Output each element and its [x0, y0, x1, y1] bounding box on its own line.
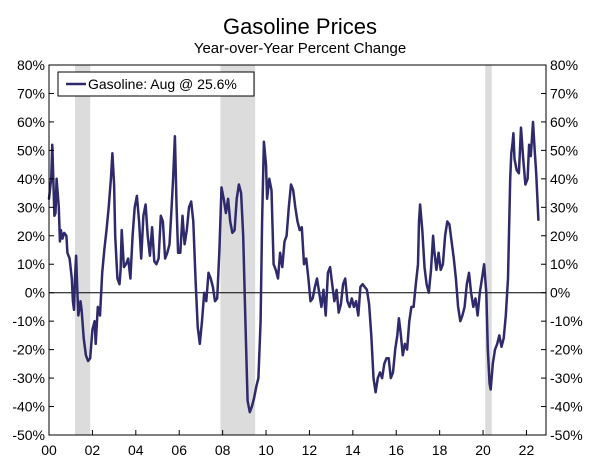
x-tick-label-12: 12 [302, 442, 318, 458]
y-tick-label-right-neg50: -50% [550, 427, 583, 443]
y-tick-label-left-neg40: -40% [12, 399, 45, 415]
y-tick-label-right-40: 40% [550, 171, 578, 187]
y-tick-label-left-40: 40% [17, 171, 45, 187]
y-tick-label-left-80: 80% [17, 57, 45, 73]
y-tick-label-left-neg10: -10% [12, 313, 45, 329]
x-tick-label-08: 08 [215, 442, 231, 458]
series-group [47, 120, 540, 414]
legend: Gasoline: Aug @ 25.6% [57, 71, 255, 97]
y-tick-label-left-60: 60% [17, 114, 45, 130]
plot-frame [48, 64, 547, 436]
axis-ticks: 80% 80% 70% 70% 60% 60% 50% 50% 40% 40% 30% 30% 20% 2… [12, 57, 582, 458]
y-tick-label-right-60: 60% [550, 114, 578, 130]
legend-box [57, 71, 255, 97]
y-tick-label-right-10: 10% [550, 256, 578, 272]
x-tick-label-16: 16 [388, 442, 404, 458]
y-tick-label-right-50: 50% [550, 142, 578, 158]
x-tick-label-02: 02 [85, 442, 101, 458]
y-tick-label-left-70: 70% [17, 85, 45, 101]
y-tick-label-left-neg20: -20% [12, 342, 45, 358]
x-tick-label-14: 14 [345, 442, 361, 458]
y-tick-label-right-20: 20% [550, 228, 578, 244]
legend-label: Gasoline: Aug @ 25.6% [88, 76, 237, 92]
y-tick-label-left-10: 10% [17, 256, 45, 272]
chart-subtitle: Year-over-Year Percent Change [194, 40, 406, 57]
x-tick-label-22: 22 [519, 442, 535, 458]
x-tick-label-20: 20 [475, 442, 491, 458]
y-tick-label-left-0: 0% [25, 285, 45, 301]
chart-title: Gasoline Prices [223, 14, 377, 39]
y-tick-label-right-70: 70% [550, 85, 578, 101]
x-tick-label-18: 18 [432, 442, 448, 458]
y-tick-label-left-50: 50% [17, 142, 45, 158]
recession-bands [75, 65, 492, 435]
recession-band-2 [485, 65, 492, 435]
y-tick-label-right-neg40: -40% [550, 399, 583, 415]
y-tick-label-right-neg20: -20% [550, 342, 583, 358]
y-tick-label-right-30: 30% [550, 199, 578, 215]
y-tick-label-left-neg30: -30% [12, 370, 45, 386]
y-tick-label-right-80: 80% [550, 57, 578, 73]
x-tick-label-04: 04 [128, 442, 144, 458]
x-tick-label-00: 00 [41, 442, 57, 458]
y-tick-label-right-neg30: -30% [550, 370, 583, 386]
y-tick-label-right-0: 0% [550, 285, 570, 301]
y-tick-label-right-neg10: -10% [550, 313, 583, 329]
recession-band-0 [75, 65, 91, 435]
y-tick-label-left-30: 30% [17, 199, 45, 215]
recession-band-1 [220, 65, 256, 435]
x-tick-label-10: 10 [258, 442, 274, 458]
y-tick-label-left-neg50: -50% [12, 427, 45, 443]
series-line-gasoline [47, 120, 540, 414]
x-tick-label-06: 06 [171, 442, 187, 458]
y-tick-label-left-20: 20% [17, 228, 45, 244]
